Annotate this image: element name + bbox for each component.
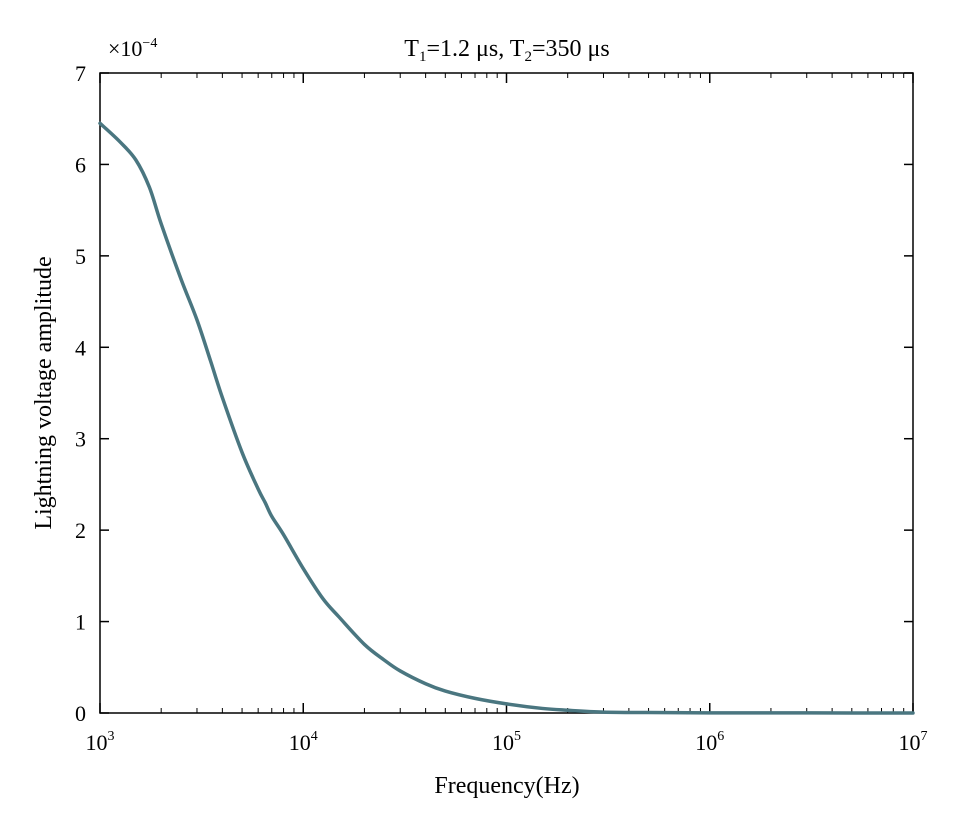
y-axis-multiplier: ×10−4 bbox=[108, 36, 157, 61]
y-tick-label: 1 bbox=[75, 610, 86, 635]
title-t2-symbol: T bbox=[510, 36, 525, 62]
y-tick-label: 6 bbox=[75, 152, 86, 177]
chart-title: T1=1.2 μs, T2=350 μs bbox=[404, 36, 609, 65]
series-line bbox=[98, 121, 915, 715]
title-t1-subscript: 1 bbox=[419, 49, 427, 65]
x-tick-label: 106 bbox=[695, 729, 724, 755]
y-tick-label: 2 bbox=[75, 518, 86, 543]
y-axis-label: Lightning voltage amplitude bbox=[31, 256, 57, 529]
x-axis-ticks: 103 104 105 106 107 bbox=[86, 73, 928, 755]
y-tick-label: 4 bbox=[75, 335, 86, 360]
title-t2-subscript: 2 bbox=[524, 49, 532, 65]
y-tick-label: 0 bbox=[75, 701, 86, 726]
y-multiplier-base: ×10 bbox=[108, 36, 142, 61]
y-axis-ticks: 0 1 2 3 4 5 6 7 bbox=[75, 61, 913, 726]
x-axis-label: Frequency(Hz) bbox=[434, 773, 579, 799]
x-tick-label: 103 bbox=[86, 729, 115, 755]
x-tick-label: 104 bbox=[289, 729, 318, 755]
title-t1-symbol: T bbox=[404, 36, 419, 62]
y-multiplier-exponent: −4 bbox=[142, 36, 157, 51]
y-tick-label: 3 bbox=[75, 427, 86, 452]
y-tick-label: 7 bbox=[75, 61, 86, 86]
series-layer bbox=[98, 121, 915, 715]
title-t1-value: =1.2 μs, bbox=[426, 36, 509, 62]
x-tick-label: 105 bbox=[492, 729, 521, 755]
y-tick-label: 5 bbox=[75, 244, 86, 269]
title-t2-value: =350 μs bbox=[532, 36, 610, 62]
x-tick-label: 107 bbox=[899, 729, 928, 755]
